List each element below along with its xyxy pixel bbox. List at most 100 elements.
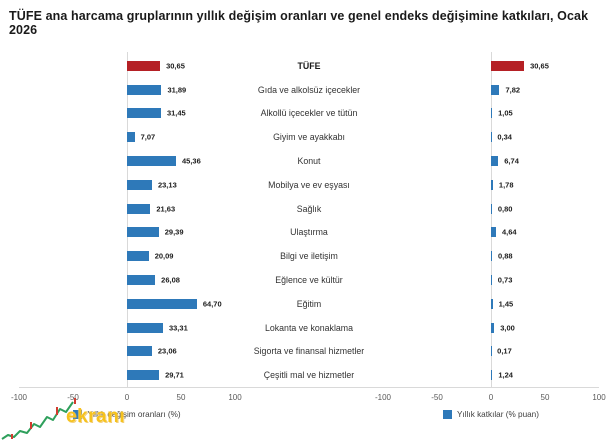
legend-gap	[235, 410, 383, 419]
bar-value-label: 1,45	[498, 299, 514, 309]
bar-plot-cell: 0,88	[383, 244, 599, 268]
axis-tick-label: -100	[10, 393, 28, 403]
legend-swatch-icon	[443, 410, 453, 420]
bar-value-label: 6,74	[504, 156, 519, 166]
bar-plot-cell: 29,39	[19, 221, 235, 245]
bar-plot-cell: 23,13	[19, 173, 235, 197]
bar-value-label: 64,70	[202, 299, 222, 309]
category-label: Ulaştırma	[290, 227, 328, 238]
x-axis: -100 -50 0 50 100 -100 -50 0 50 100	[11, 387, 606, 406]
bar-plot-cell: 0,73	[383, 268, 599, 292]
bar	[127, 251, 149, 262]
bar	[491, 156, 499, 167]
bar-plot-cell: 31,45	[19, 102, 235, 126]
bar	[127, 156, 176, 167]
bar	[127, 132, 135, 143]
bar-highlight	[491, 60, 525, 71]
bar-plot-cell: 20,09	[19, 244, 235, 268]
bar-value-label: 23,13	[157, 180, 177, 190]
bar	[491, 203, 492, 214]
bar-value-label: 30,65	[166, 61, 185, 71]
legend-row: Yıllık değişim oranları (%) Yıllık katkı…	[19, 410, 599, 420]
bar-plot-cell: 64,70	[19, 292, 235, 316]
category-label: Eğitim	[296, 298, 322, 309]
axis-tick-label: 100	[592, 393, 606, 403]
bar	[127, 227, 159, 238]
axis-tick-label: 50	[176, 393, 186, 403]
category-label: Mobilya ve ev eşyası	[268, 179, 350, 190]
axis-tick-label: -50	[431, 393, 443, 403]
bar	[491, 322, 495, 333]
bar-plot-cell: 21,63	[19, 197, 235, 221]
bar-value-label: 7,07	[140, 132, 156, 142]
bar-value-label: 0,80	[497, 204, 513, 214]
zero-gridline	[490, 52, 492, 388]
bar-plot-cell: 0,80	[383, 197, 599, 221]
bar-value-label: 4,64	[502, 227, 517, 237]
category-label: Alkollü içecekler ve tütün	[260, 108, 358, 119]
bar-value-label: 7,82	[505, 85, 521, 95]
category-label: Sigorta ve finansal hizmetler	[253, 346, 365, 357]
bar-value-label: 33,31	[168, 323, 188, 333]
bar	[127, 346, 152, 357]
bar-value-label: 1,78	[498, 180, 514, 190]
bar-value-label: 21,63	[156, 204, 176, 214]
zero-gridline	[126, 52, 128, 388]
category-label: Lokanta ve konaklama	[264, 322, 354, 333]
bar	[127, 203, 151, 214]
bar-value-label: 0,17	[497, 346, 512, 356]
bar	[127, 275, 156, 286]
bar-plot-cell: 1,24	[383, 363, 599, 387]
legend-right-label: Yıllık katkılar (% puan)	[457, 410, 539, 420]
legend-right: Yıllık katkılar (% puan)	[383, 410, 599, 420]
bar-value-label: 0,88	[497, 251, 513, 261]
category-label: TÜFE	[297, 60, 321, 71]
bar-value-label: 23,06	[157, 346, 177, 356]
bar-plot-cell: 7,82	[383, 78, 599, 102]
bar-value-label: 30,65	[530, 61, 549, 71]
bar-value-label: 26,08	[161, 275, 180, 285]
x-axis-right: -100 -50 0 50 100	[375, 388, 606, 406]
bar-plot-cell: 0,34	[383, 125, 599, 149]
bar	[491, 179, 493, 190]
bar	[127, 370, 160, 381]
category-label: Giyim ve ayakkabı	[273, 132, 345, 143]
bar-value-label: 0,73	[497, 275, 513, 285]
bar-plot-cell: 4,64	[383, 221, 599, 245]
bar-plot-cell: 1,05	[383, 102, 599, 126]
bar	[127, 298, 197, 309]
bar-plot-cell: 26,08	[19, 268, 235, 292]
bar	[491, 84, 500, 95]
axis-tick-label: -50	[67, 393, 79, 403]
bar-plot-cell: 45,36	[19, 149, 235, 173]
bar-value-label: 29,39	[164, 227, 184, 237]
dual-bar-chart: 30,65 TÜFE 30,65 31,89 Gıda ve alkolsüz içec…	[11, 52, 606, 420]
bar	[491, 370, 493, 381]
legend-left: Yıllık değişim oranları (%)	[19, 410, 235, 420]
bar-plot-cell: 33,31	[19, 316, 235, 340]
bar	[127, 322, 163, 333]
axis-tick-label: -100	[374, 393, 392, 403]
bar-value-label: 0,34	[497, 132, 512, 142]
axis-tick-label: 100	[228, 393, 242, 403]
chart-title: TÜFE ana harcama gruplarının yıllık deği…	[9, 9, 589, 37]
bar-value-label: 31,89	[167, 85, 187, 95]
bar-value-label: 3,00	[500, 323, 515, 333]
bar-plot-cell: 30,65	[19, 54, 235, 78]
x-axis-left: -100 -50 0 50 100	[11, 388, 242, 406]
bar-highlight	[127, 60, 161, 71]
bar-plot-cell: 7,07	[19, 125, 235, 149]
legend-swatch-icon	[73, 410, 83, 420]
category-label: Gıda ve alkolsüz içecekler	[257, 84, 361, 95]
bar	[491, 251, 492, 262]
bar	[127, 179, 152, 190]
axis-tick-label: 0	[488, 393, 494, 403]
category-label: Sağlık	[296, 203, 322, 214]
bar-plot-cell: 1,45	[383, 292, 599, 316]
chart-rows: 30,65 TÜFE 30,65 31,89 Gıda ve alkolsüz içec…	[19, 52, 599, 388]
axis-tick-label: 50	[540, 393, 550, 403]
bar-value-label: 20,09	[154, 251, 174, 261]
bar-plot-cell: 1,78	[383, 173, 599, 197]
axis-gap	[235, 388, 383, 406]
bar-value-label: 29,71	[165, 370, 184, 380]
